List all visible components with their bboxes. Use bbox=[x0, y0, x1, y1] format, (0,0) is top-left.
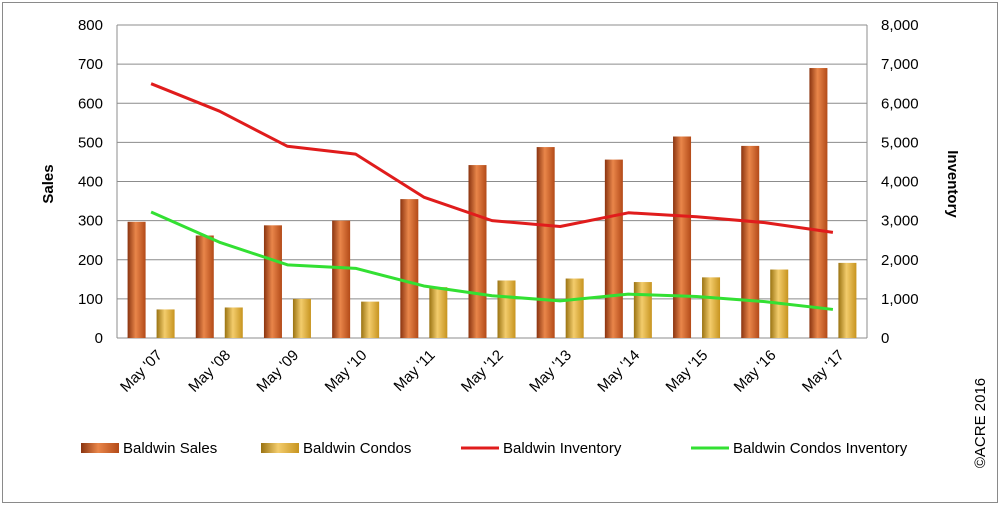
line-baldwin-inventory bbox=[150, 82, 834, 234]
bar-baldwin-sales bbox=[468, 165, 487, 338]
legend-baldwin-condos: Baldwin Condos bbox=[261, 440, 411, 457]
bar-baldwin-sales bbox=[127, 221, 146, 338]
bar-baldwin-sales bbox=[195, 235, 214, 338]
x-tick-label: May '12 bbox=[458, 347, 507, 396]
legend-swatch bbox=[261, 443, 299, 453]
bars bbox=[127, 68, 857, 338]
legend-swatch bbox=[81, 443, 119, 453]
bar-baldwin-condos bbox=[429, 287, 448, 338]
x-tick-label: May '15 bbox=[663, 347, 712, 396]
y2-tick-label: 6,000 bbox=[881, 95, 919, 112]
bar-baldwin-condos bbox=[565, 278, 584, 338]
bar-baldwin-sales bbox=[809, 68, 828, 338]
y2-tick-label: 4,000 bbox=[881, 174, 919, 191]
y2-tick-label: 0 bbox=[881, 330, 889, 347]
y-tick-label: 0 bbox=[95, 330, 103, 347]
bar-baldwin-sales bbox=[400, 199, 419, 338]
y2-tick-label: 3,000 bbox=[881, 213, 919, 230]
legend-label: Baldwin Inventory bbox=[503, 440, 622, 457]
left-axis-ticks: 0 100 200 300 400 500 600 700 800 bbox=[78, 17, 103, 347]
bar-baldwin-condos bbox=[292, 298, 311, 338]
x-tick-label: May '11 bbox=[391, 347, 439, 395]
bar-baldwin-sales bbox=[536, 147, 555, 338]
y-tick-label: 800 bbox=[78, 17, 103, 34]
bar-baldwin-sales bbox=[741, 145, 760, 338]
x-tick-label: May '09 bbox=[253, 347, 302, 396]
x-tick-label: May '08 bbox=[185, 347, 234, 396]
lines bbox=[150, 82, 834, 311]
bar-baldwin-condos bbox=[838, 262, 857, 338]
legend-baldwin-condos-inventory: Baldwin Condos Inventory bbox=[691, 440, 908, 457]
legend-label: Baldwin Condos Inventory bbox=[733, 440, 908, 457]
bar-baldwin-sales bbox=[604, 159, 623, 338]
bar-baldwin-condos bbox=[497, 280, 516, 338]
bar-baldwin-condos bbox=[156, 309, 175, 338]
copyright-text: ©ACRE 2016 bbox=[972, 378, 989, 468]
y-tick-label: 200 bbox=[78, 252, 103, 269]
line-baldwin-condos-inventory bbox=[150, 210, 834, 311]
y2-tick-label: 5,000 bbox=[881, 134, 919, 151]
y2-tick-label: 1,000 bbox=[881, 291, 919, 308]
y-axis-title: Sales bbox=[40, 164, 57, 203]
x-tick-label: May '14 bbox=[594, 347, 643, 396]
legend-baldwin-sales: Baldwin Sales bbox=[81, 440, 217, 457]
bar-baldwin-condos bbox=[361, 301, 380, 338]
x-tick-label: May '13 bbox=[526, 347, 575, 396]
legend-label: Baldwin Sales bbox=[123, 440, 217, 457]
y-tick-label: 100 bbox=[78, 291, 103, 308]
y2-tick-label: 2,000 bbox=[881, 252, 919, 269]
y2-axis-title: Inventory bbox=[944, 150, 961, 218]
legend-baldwin-inventory: Baldwin Inventory bbox=[461, 440, 622, 457]
y-tick-label: 300 bbox=[78, 213, 103, 230]
bar-baldwin-condos bbox=[224, 307, 243, 338]
legend: Baldwin Sales Baldwin Condos Baldwin Inven… bbox=[81, 440, 908, 457]
x-axis-ticks: May '07 May '08 May '09 May '10 May '11 May '… bbox=[117, 347, 848, 396]
y2-tick-label: 8,000 bbox=[881, 17, 919, 34]
y-tick-label: 700 bbox=[78, 56, 103, 73]
y2-tick-label: 7,000 bbox=[881, 56, 919, 73]
bar-baldwin-sales bbox=[263, 225, 282, 338]
x-tick-label: May '16 bbox=[731, 347, 780, 396]
y-tick-label: 600 bbox=[78, 95, 103, 112]
right-axis-ticks: 0 1,000 2,000 3,000 4,000 5,000 6,000 7,000 8,00… bbox=[881, 17, 919, 347]
bar-baldwin-sales bbox=[673, 136, 692, 338]
y-tick-label: 500 bbox=[78, 134, 103, 151]
legend-label: Baldwin Condos bbox=[303, 440, 411, 457]
bar-baldwin-condos bbox=[633, 282, 652, 338]
x-tick-label: May '10 bbox=[322, 347, 371, 396]
chart-svg: 0 100 200 300 400 500 600 700 800 0 1,000 2,000 3,0… bbox=[40, 17, 989, 468]
bar-baldwin-condos bbox=[702, 277, 721, 338]
x-tick-label: May '17 bbox=[799, 347, 848, 396]
y-tick-label: 400 bbox=[78, 174, 103, 191]
bar-baldwin-sales bbox=[332, 220, 351, 338]
x-tick-label: May '07 bbox=[117, 347, 166, 396]
